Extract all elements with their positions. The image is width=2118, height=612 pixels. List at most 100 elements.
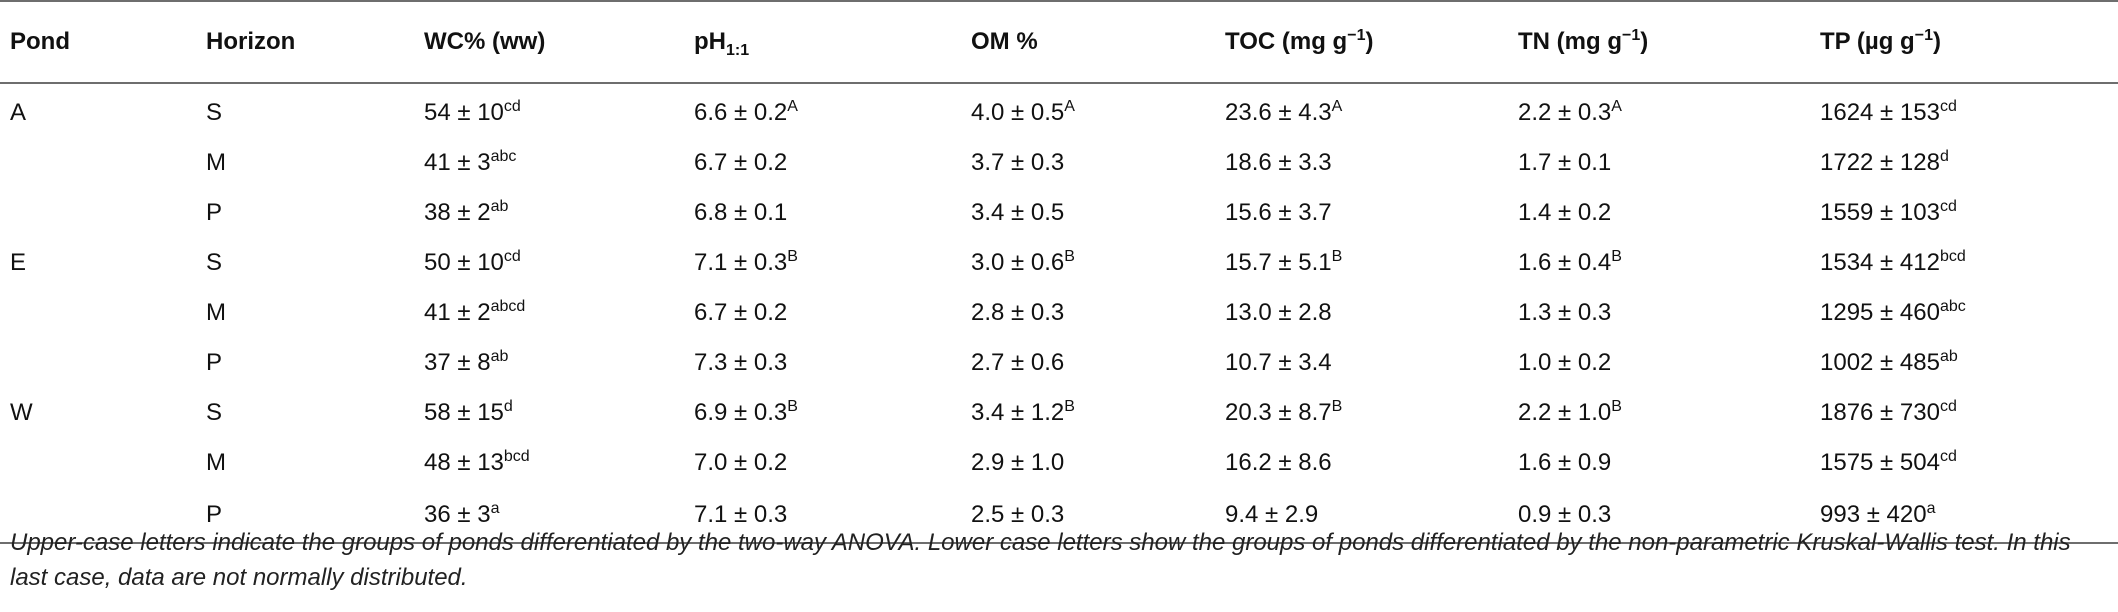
cell-wc: 41 ± 3abc: [414, 138, 684, 188]
cell-toc: 18.6 ± 3.3: [1215, 138, 1508, 188]
cell-toc: 13.0 ± 2.8: [1215, 288, 1508, 338]
cell-value: 1559 ± 103: [1820, 199, 1940, 226]
header-wc: WC% (ww): [414, 0, 684, 84]
cell-pond: [0, 138, 196, 188]
cell-value: 38 ± 2: [424, 199, 491, 226]
significance-letter: ab: [490, 348, 509, 365]
table-row: E S 50 ± 10cd 7.1 ± 0.3B 3.0 ± 0.6B 15.7 ± 5.…: [0, 238, 2118, 288]
cell-horizon: P: [206, 199, 223, 226]
cell-om: 3.7 ± 0.3: [961, 138, 1215, 188]
cell-om: 2.5 ± 0.3: [961, 488, 1215, 544]
cell-ph: 7.0 ± 0.2: [684, 438, 961, 488]
cell-horizon: M: [206, 299, 226, 326]
cell-om: 3.0 ± 0.6B: [961, 238, 1215, 288]
significance-letter: B: [787, 248, 798, 265]
cell-toc: 20.3 ± 8.7B: [1215, 388, 1508, 438]
cell-value: 2.8 ± 0.3: [971, 299, 1065, 326]
cell-tn: 2.2 ± 0.3A: [1508, 83, 1810, 138]
cell-tn: 1.4 ± 0.2: [1508, 188, 1810, 238]
cell-horizon: M: [206, 449, 226, 476]
table-row: M 41 ± 3abc 6.7 ± 0.2 3.7 ± 0.3 18.6 ± 3.3 1.…: [0, 138, 2118, 188]
cell-value: 1.7 ± 0.1: [1518, 149, 1612, 176]
cell-value: 2.9 ± 1.0: [971, 449, 1065, 476]
cell-tn: 1.0 ± 0.2: [1508, 338, 1810, 388]
cell-value: 6.6 ± 0.2: [694, 99, 788, 126]
cell-horizon: S: [206, 249, 223, 276]
cell-value: 6.8 ± 0.1: [694, 199, 788, 226]
cell-value: 13.0 ± 2.8: [1225, 299, 1332, 326]
table-row: M 48 ± 13bcd 7.0 ± 0.2 2.9 ± 1.0 16.2 ± 8.6 1…: [0, 438, 2118, 488]
cell-ph: 7.1 ± 0.3: [684, 488, 961, 544]
cell-tp: 1295 ± 460abc: [1810, 288, 2118, 338]
significance-letter: A: [1331, 98, 1343, 115]
cell-value: 15.7 ± 5.1: [1225, 249, 1332, 276]
significance-letter: cd: [1939, 98, 1957, 115]
cell-om: 3.4 ± 0.5: [961, 188, 1215, 238]
header-row: Pond Horizon WC% (ww) pH1:1 OM % TOC (mg…: [0, 0, 2118, 84]
cell-wc: 36 ± 3a: [414, 488, 684, 544]
cell-tn: 1.7 ± 0.1: [1508, 138, 1810, 188]
cell-value: 7.3 ± 0.3: [694, 349, 788, 376]
table-row: P 36 ± 3a 7.1 ± 0.3 2.5 ± 0.3 9.4 ± 2.9 0.9 ±…: [0, 488, 2118, 544]
cell-pond: [0, 338, 196, 388]
cell-pond: [0, 438, 196, 488]
cell-value: 10.7 ± 3.4: [1225, 349, 1332, 376]
significance-letter: a: [490, 500, 500, 517]
cell-horizon: P: [206, 349, 223, 376]
cell-toc: 15.7 ± 5.1B: [1215, 238, 1508, 288]
cell-om: 2.7 ± 0.6: [961, 338, 1215, 388]
table-row: P 38 ± 2ab 6.8 ± 0.1 3.4 ± 0.5 15.6 ± 3.7 1.4…: [0, 188, 2118, 238]
cell-om: 3.4 ± 1.2B: [961, 388, 1215, 438]
cell-ph: 6.7 ± 0.2: [684, 138, 961, 188]
cell-value: 48 ± 13: [424, 449, 504, 476]
cell-tp: 1722 ± 128d: [1810, 138, 2118, 188]
header-tp: TP (µg g−1): [1810, 0, 2118, 84]
cell-value: 7.1 ± 0.3: [694, 249, 788, 276]
cell-pond: [0, 288, 196, 338]
soil-properties-table: Pond Horizon WC% (ww) pH1:1 OM % TOC (mg…: [0, 0, 2118, 544]
significance-letter: abc: [1939, 298, 1966, 315]
cell-tp: 993 ± 420a: [1810, 488, 2118, 544]
cell-value: 1575 ± 504: [1820, 449, 1940, 476]
cell-value: 3.4 ± 0.5: [971, 199, 1065, 226]
cell-tn: 2.2 ± 1.0B: [1508, 388, 1810, 438]
cell-tn: 1.6 ± 0.9: [1508, 438, 1810, 488]
cell-value: 6.7 ± 0.2: [694, 149, 788, 176]
cell-value: 9.4 ± 2.9: [1225, 501, 1319, 528]
cell-value: 4.0 ± 0.5: [971, 99, 1065, 126]
cell-tp: 1575 ± 504cd: [1810, 438, 2118, 488]
cell-value: 3.7 ± 0.3: [971, 149, 1065, 176]
cell-toc: 10.7 ± 3.4: [1215, 338, 1508, 388]
significance-letter: A: [1611, 98, 1622, 115]
cell-value: 1624 ± 153: [1820, 99, 1940, 126]
cell-value: 23.6 ± 4.3: [1225, 99, 1332, 126]
table-row: A S 54 ± 10cd 6.6 ± 0.2A 4.0 ± 0.5A 23.6 ± 4.…: [0, 83, 2118, 138]
cell-pond: E: [10, 249, 27, 276]
significance-letter: B: [1611, 248, 1622, 265]
significance-letter: B: [1611, 398, 1622, 415]
table-row: P 37 ± 8ab 7.3 ± 0.3 2.7 ± 0.6 10.7 ± 3.4 1.0…: [0, 338, 2118, 388]
header-toc: TOC (mg g−1): [1215, 0, 1508, 84]
significance-letter: B: [787, 398, 798, 415]
significance-letter: d: [503, 398, 513, 415]
data-table-container: Pond Horizon WC% (ww) pH1:1 OM % TOC (mg…: [0, 0, 2118, 544]
cell-value: 6.7 ± 0.2: [694, 299, 788, 326]
cell-om: 2.8 ± 0.3: [961, 288, 1215, 338]
cell-value: 41 ± 3: [424, 149, 491, 176]
cell-value: 54 ± 10: [424, 99, 504, 126]
cell-pond: [0, 188, 196, 238]
cell-wc: 50 ± 10cd: [414, 238, 684, 288]
cell-tp: 1559 ± 103cd: [1810, 188, 2118, 238]
cell-value: 7.0 ± 0.2: [694, 449, 788, 476]
cell-value: 1876 ± 730: [1820, 399, 1940, 426]
significance-letter: a: [1926, 500, 1936, 517]
significance-letter: cd: [1939, 448, 1957, 465]
cell-value: 1295 ± 460: [1820, 299, 1940, 326]
cell-wc: 37 ± 8ab: [414, 338, 684, 388]
cell-tp: 1002 ± 485ab: [1810, 338, 2118, 388]
table-footnote: Upper-case letters indicate the groups o…: [10, 529, 2071, 591]
cell-value: 1.6 ± 0.9: [1518, 449, 1612, 476]
cell-value: 7.1 ± 0.3: [694, 501, 788, 528]
cell-wc: 38 ± 2ab: [414, 188, 684, 238]
cell-tp: 1876 ± 730cd: [1810, 388, 2118, 438]
